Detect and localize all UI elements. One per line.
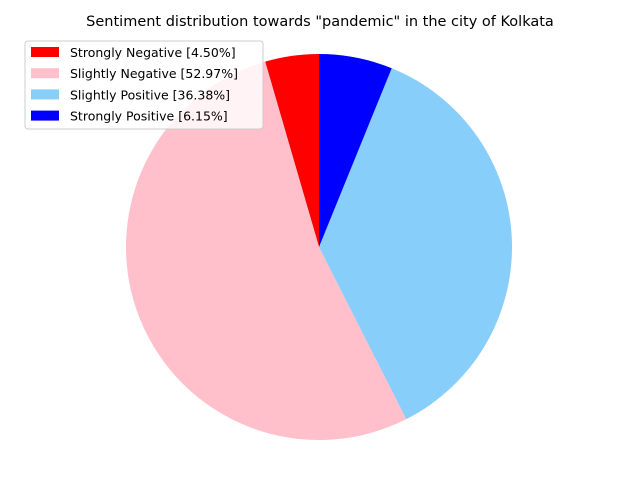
legend-label-slightly-negative: Slightly Negative [52.97%] <box>70 66 238 81</box>
legend-label-strongly-negative: Strongly Negative [4.50%] <box>70 45 236 60</box>
pie-slice-strongly-negative <box>265 54 319 247</box>
legend-swatch-slightly-positive <box>31 89 59 100</box>
legend: Strongly Negative [4.50%] Slightly Negati… <box>24 40 264 130</box>
pie-slice-slightly-negative <box>126 61 407 441</box>
legend-frame <box>24 40 264 130</box>
legend-swatch-strongly-negative <box>31 47 59 57</box>
pie-slices <box>126 54 513 441</box>
pie-slice-strongly-positive <box>319 54 392 247</box>
pie-slice-slightly-positive <box>319 68 513 420</box>
legend-label-strongly-positive: Strongly Positive [6.15%] <box>70 109 228 124</box>
legend-label-slightly-positive: Slightly Positive [36.38%] <box>70 87 230 102</box>
chart-title: Sentiment distribution towards "pandemic… <box>86 14 554 30</box>
legend-swatch-slightly-negative <box>31 68 59 79</box>
legend-swatch-strongly-positive <box>31 110 59 121</box>
